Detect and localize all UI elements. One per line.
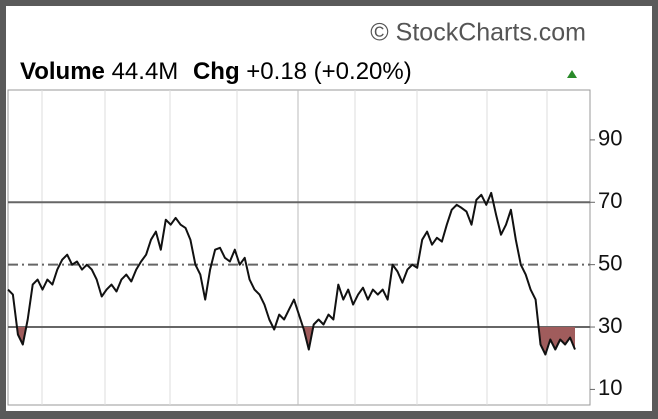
up-arrow <box>567 70 577 78</box>
line <box>7 191 576 356</box>
volume-label: Volume <box>20 58 105 85</box>
plot-frame <box>7 89 591 406</box>
y-tick-label: 30 <box>598 313 622 338</box>
change-value: +0.18 (+0.20%) <box>246 58 411 85</box>
date-grid <box>41 90 548 405</box>
y-tick-label: 90 <box>598 126 622 151</box>
y-tick-label: 50 <box>598 250 622 275</box>
watermark: © StockCharts.com <box>370 19 586 47</box>
header: Volume 44.4M Chg +0.18 (+0.20%) <box>20 58 412 85</box>
change-label: Chg <box>193 58 240 85</box>
y-tick-label: 10 <box>598 375 622 400</box>
volume-value: 44.4M <box>112 58 179 85</box>
y-tick-label: 70 <box>598 188 622 213</box>
